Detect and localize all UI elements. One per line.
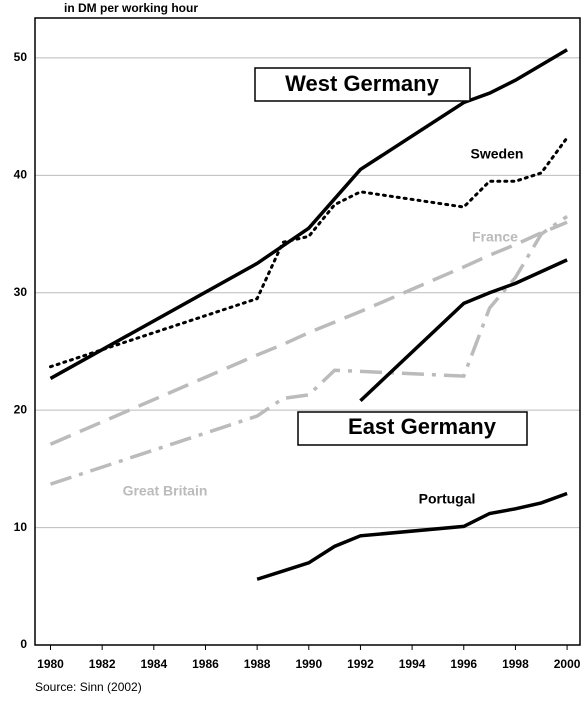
chart-title: in DM per working hour — [64, 1, 198, 15]
x-tick-label: 1986 — [192, 657, 219, 671]
x-tick-label: 1992 — [347, 657, 374, 671]
y-tick-label: 0 — [20, 637, 27, 651]
y-tick-label: 50 — [14, 50, 28, 64]
series-line — [256, 491, 568, 581]
series-line — [49, 48, 568, 380]
series-line — [49, 214, 569, 486]
series-label: Portugal — [419, 491, 476, 507]
series-line — [49, 220, 568, 446]
y-tick-label: 30 — [14, 285, 28, 299]
series-label: France — [472, 229, 518, 245]
y-tick-label: 40 — [14, 168, 28, 182]
series-label: Great Britain — [123, 483, 208, 499]
x-tick-label: 1980 — [37, 657, 64, 671]
series-line — [48, 136, 569, 369]
x-tick-label: 1984 — [140, 657, 167, 671]
x-tick-label: 1982 — [89, 657, 116, 671]
series-label: West Germany — [285, 71, 439, 96]
y-tick-label: 20 — [14, 402, 28, 416]
y-tick-label: 10 — [14, 520, 28, 534]
x-tick-label: 2000 — [554, 657, 581, 671]
label-box — [254, 67, 471, 102]
x-tick-label: 1990 — [295, 657, 322, 671]
x-tick-label: 1996 — [450, 657, 477, 671]
series-label: East Germany — [348, 414, 497, 439]
x-tick-label: 1998 — [502, 657, 529, 671]
label-box — [297, 411, 528, 446]
source-note: Source: Sinn (2002) — [35, 680, 142, 694]
series-line — [359, 258, 568, 403]
x-tick-label: 1994 — [399, 657, 426, 671]
x-tick-label: 1988 — [244, 657, 271, 671]
plot-frame — [34, 17, 581, 646]
series-label: Sweden — [471, 146, 524, 162]
